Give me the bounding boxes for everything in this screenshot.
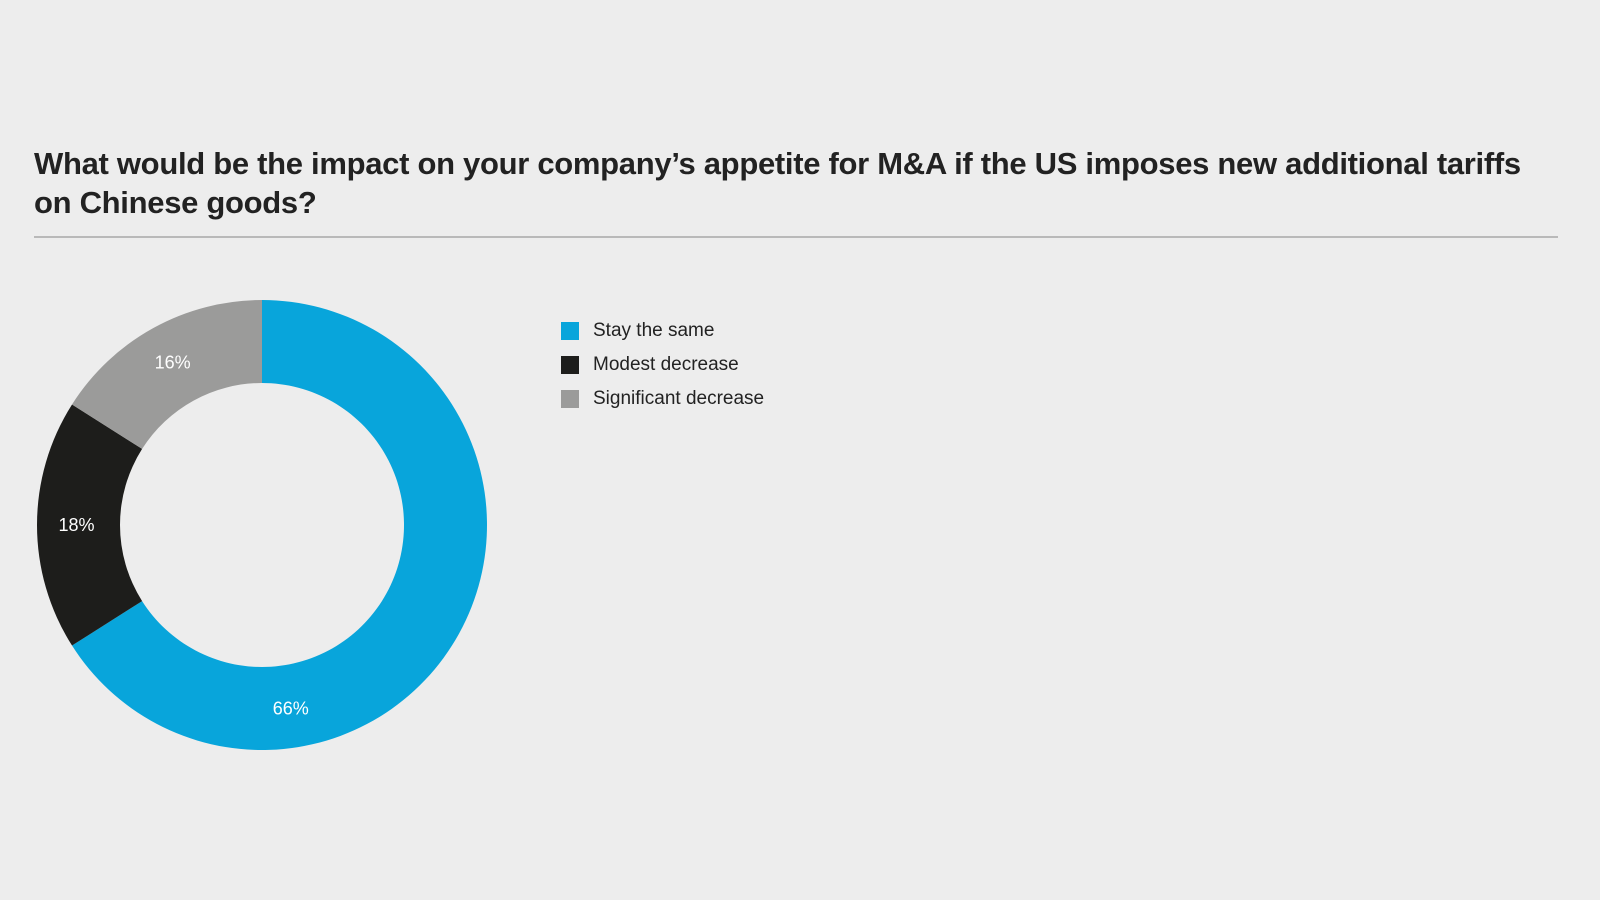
donut-slice-2 <box>72 300 262 449</box>
legend-swatch-1 <box>561 356 579 374</box>
legend-item-1: Modest decrease <box>561 348 764 382</box>
slice-value-label-0: 66% <box>273 698 309 718</box>
slice-group <box>37 300 487 750</box>
legend-label-1: Modest decrease <box>593 354 739 375</box>
donut-chart: 66% 18% 16% <box>37 300 487 750</box>
legend-label-2: Significant decrease <box>593 388 765 409</box>
legend-swatch-0 <box>561 322 579 340</box>
slice-value-label-1: 18% <box>58 515 94 535</box>
slice-value-label-2: 16% <box>155 352 191 372</box>
slice-label-group: 66% 18% 16% <box>58 352 308 718</box>
chart-title: What would be the impact on your company… <box>34 146 1521 220</box>
chart-legend: Stay the same Modest decrease Significant … <box>561 314 764 416</box>
legend-item-0: Stay the same <box>561 314 764 348</box>
donut-slice-1 <box>37 404 143 646</box>
legend-swatch-2 <box>561 390 579 408</box>
title-divider <box>34 236 1558 238</box>
donut-slice-0 <box>72 300 487 750</box>
legend-item-2: Significant decrease <box>561 382 764 416</box>
legend-label-0: Stay the same <box>593 320 715 341</box>
